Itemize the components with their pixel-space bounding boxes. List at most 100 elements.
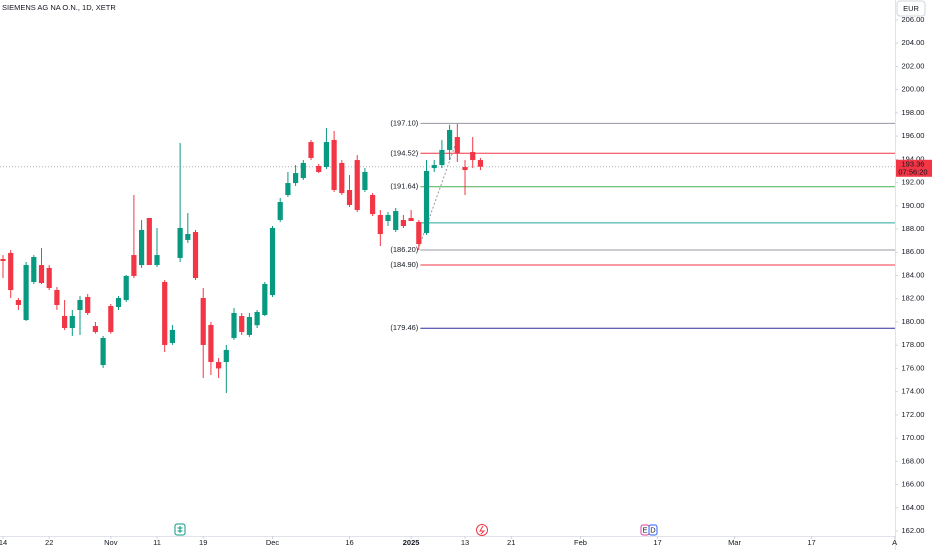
- candle-body: [208, 324, 214, 363]
- last-price-label: 193.36: [902, 159, 925, 168]
- x-tick-label: 17: [653, 538, 661, 547]
- level-label: (194.52): [390, 148, 418, 157]
- candle-body: [385, 214, 391, 222]
- level-label: (197.10): [390, 118, 418, 127]
- candle-body: [231, 313, 237, 338]
- candle-body: [370, 195, 376, 215]
- candle-body: [300, 162, 306, 179]
- split-icon[interactable]: [476, 524, 488, 536]
- y-tick-label: 166.00: [902, 480, 925, 489]
- x-tick-label: Dec: [266, 538, 280, 547]
- candle-body: [15, 299, 22, 305]
- candle-body: [54, 290, 60, 305]
- candle-body: [216, 362, 222, 369]
- y-tick-label: 174.00: [902, 387, 925, 396]
- candle-body: [46, 267, 52, 289]
- level-label: (184.90): [390, 260, 418, 269]
- candle-body: [331, 139, 337, 191]
- y-tick-label: 182.00: [902, 294, 925, 303]
- event-label[interactable]: E: [642, 525, 647, 534]
- y-tick-label: 180.00: [902, 317, 925, 326]
- dividend-icon[interactable]: [174, 523, 186, 536]
- candle-body: [416, 221, 422, 245]
- x-tick-label: A: [892, 538, 897, 547]
- split-icon-circle[interactable]: [476, 524, 488, 536]
- candle-body: [92, 326, 99, 332]
- candle-body: [362, 172, 368, 191]
- level-label: (179.46): [390, 323, 418, 332]
- candle-body: [131, 255, 137, 276]
- candle-body: [77, 299, 83, 310]
- candle-body: [293, 173, 299, 184]
- event-box[interactable]: [648, 524, 658, 536]
- candle-body: [115, 298, 122, 307]
- candle-body: [431, 165, 437, 169]
- candle-body: [246, 316, 253, 335]
- last-price-tag: [896, 159, 932, 177]
- candle-body: [85, 296, 91, 314]
- candle-body: [8, 252, 14, 291]
- x-tick-label: Nov: [104, 538, 118, 547]
- candle-body: [169, 329, 176, 343]
- candle-body: [339, 162, 345, 194]
- dividend-icon-glyph[interactable]: [177, 526, 183, 533]
- currency-box[interactable]: [896, 0, 926, 17]
- x-tick-label: 14: [0, 538, 7, 547]
- y-tick-label: 162.00: [902, 526, 925, 535]
- x-tick-label: 21: [507, 538, 515, 547]
- split-icon-glyph[interactable]: [479, 525, 486, 535]
- y-tick-label: 200.00: [902, 85, 925, 94]
- x-tick-label: 2025: [403, 538, 420, 547]
- candle-body: [239, 316, 245, 332]
- level-label: (186.20): [390, 245, 418, 254]
- y-tick-label: 204.00: [902, 38, 925, 47]
- trend-line: [417, 139, 458, 251]
- candle-body: [262, 283, 268, 315]
- y-tick-label: 206.00: [902, 15, 925, 24]
- candle-body: [400, 219, 407, 227]
- candle-body: [316, 165, 322, 173]
- y-tick-label: 172.00: [902, 410, 925, 419]
- candle-body: [354, 160, 360, 210]
- countdown-label: 07:56:20: [898, 167, 927, 176]
- y-tick-label: 190.00: [902, 201, 925, 210]
- candle-body: [477, 160, 484, 167]
- y-tick-label: 198.00: [902, 108, 925, 117]
- candle-body: [139, 229, 145, 266]
- y-tick-label: 188.00: [902, 224, 925, 233]
- candle-body: [31, 257, 37, 282]
- currency[interactable]: EUR: [903, 4, 919, 13]
- candle-body: [123, 275, 129, 300]
- x-tick-label: 11: [153, 538, 161, 547]
- candle-body: [269, 227, 276, 296]
- candle-body: [223, 349, 229, 363]
- candle-body: [23, 265, 29, 320]
- y-tick-label: 176.00: [902, 363, 925, 372]
- y-tick-label: 202.00: [902, 61, 925, 70]
- candle-body: [38, 265, 45, 284]
- y-tick-label: 170.00: [902, 433, 925, 442]
- candle-body: [185, 234, 191, 240]
- x-tick-label: Mar: [728, 538, 741, 547]
- y-tick-label: 164.00: [902, 503, 925, 512]
- x-tick-label: 19: [199, 538, 207, 547]
- candle-body: [200, 298, 206, 345]
- event-label[interactable]: D: [650, 525, 656, 534]
- y-tick-label: 178.00: [902, 340, 925, 349]
- candle-body: [454, 137, 460, 153]
- candle-body: [254, 311, 260, 326]
- candle-body: [423, 170, 430, 233]
- candle-body: [346, 190, 353, 205]
- candle-body: [393, 211, 399, 230]
- candle-body: [470, 152, 476, 161]
- candle-body: [100, 337, 106, 366]
- candle-body: [308, 142, 314, 158]
- candle-body: [377, 214, 383, 235]
- candle-body: [408, 218, 414, 222]
- y-tick-label: 184.00: [902, 270, 925, 279]
- candle-body: [285, 183, 291, 196]
- candle-body: [192, 232, 199, 279]
- y-tick-label: 196.00: [902, 131, 925, 140]
- x-tick-label: 16: [345, 538, 353, 547]
